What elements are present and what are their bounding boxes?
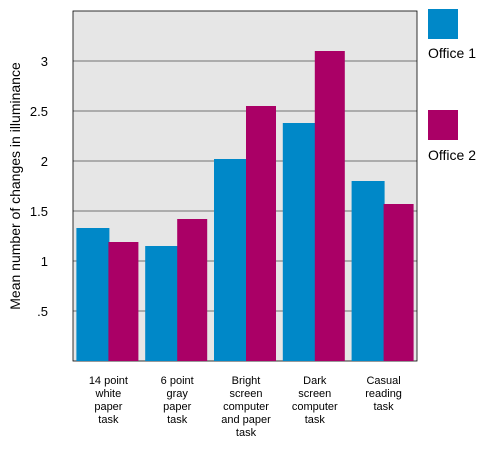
bar-office-1 [282,123,316,361]
x-category-label: Dark screen computer task [292,375,338,426]
y-tick-label: .5 [37,304,48,319]
legend-swatch [428,110,458,140]
x-category-label: 14 point white paper task [89,375,128,426]
bar-office-1 [351,181,385,361]
y-axis-ticks: .5 1 1.5 2 2.5 3 [30,54,48,319]
x-axis-categories: 14 point white paper task 6 point gray paper ta… [89,375,402,439]
y-tick-label: 1 [41,254,48,269]
bar-office-2 [177,219,208,361]
legend-label: Office 1 [428,45,476,61]
y-tick-label: 1.5 [30,204,48,219]
y-axis-label: Mean number of changes in illuminance [7,62,23,310]
legend: Office 1 Office 2 [428,9,476,163]
y-tick-label: 2 [41,154,48,169]
bar-office-1 [76,228,110,361]
legend-label: Office 2 [428,147,476,163]
bars [76,51,414,361]
x-category-label: 6 point gray paper task [161,375,194,426]
x-category-label: Bright screen computer and paper task [221,375,271,439]
bar-office-1 [145,246,179,361]
bar-office-1 [214,159,247,361]
x-category-label: Casual reading task [365,375,402,413]
bar-office-2 [108,242,139,361]
y-tick-label: 3 [41,54,48,69]
legend-swatch [428,9,458,39]
bar-office-2 [314,51,345,361]
y-tick-label: 2.5 [30,104,48,119]
bar-office-2 [383,204,414,361]
bar-office-2 [246,106,276,361]
